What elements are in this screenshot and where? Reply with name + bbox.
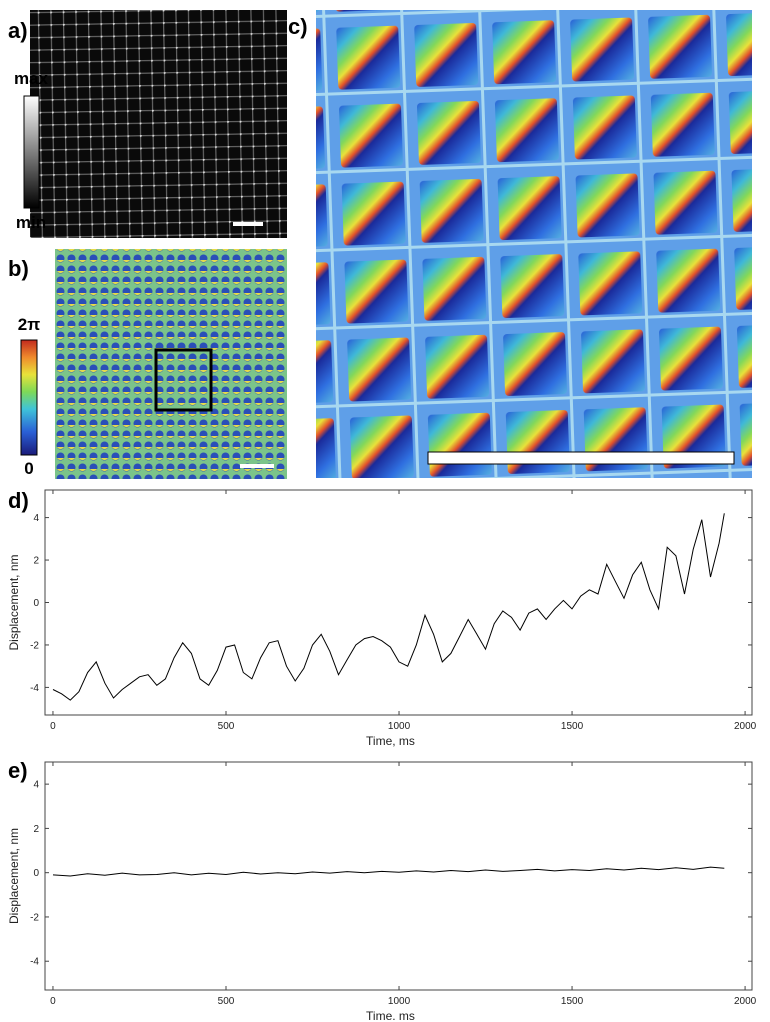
colorbar-label: 2π [18,315,40,334]
panel-label: a) [8,18,28,43]
scale-bar [233,222,263,226]
x-tick-label: 1500 [561,996,584,1007]
colorbar-label: 0 [24,459,33,478]
panel-label: c) [288,14,308,39]
plot-frame [44,761,753,991]
plot-frame [44,489,753,716]
phase-zoom-image [316,10,752,478]
y-tick-label: 0 [33,598,39,609]
x-tick-label: 500 [218,721,235,732]
data-line [52,513,725,701]
x-tick-label: 1000 [388,721,411,732]
x-tick-label: 2000 [734,721,757,732]
y-tick-label: 4 [33,513,39,524]
x-axis-label: Time, ms [366,734,415,748]
x-tick-label: 0 [50,996,56,1007]
panel-label: b) [8,256,29,281]
colorbar-label: min [16,213,46,232]
x-axis-label: Time. ms [366,1009,415,1022]
y-tick-label: 0 [33,868,39,879]
x-tick-label: 1500 [561,721,584,732]
panel-label: e) [8,758,28,783]
data-line [52,866,725,877]
intensity-colorbar [23,95,40,209]
phase-image [55,249,287,479]
zoom-box [154,348,213,412]
scale-bar [240,464,274,468]
x-tick-label: 1000 [388,996,411,1007]
y-tick-label: -4 [30,957,39,968]
colorbar-label: max [14,69,49,88]
phase-colorbar [20,339,38,456]
y-tick-label: -2 [30,640,39,651]
y-axis-label: Displacement, nm [7,554,21,650]
intensity-image [30,10,287,238]
y-axis-label: Displacement, nm [7,828,21,924]
y-tick-label: 4 [33,780,39,791]
x-tick-label: 500 [218,996,235,1007]
y-tick-label: 2 [33,824,39,835]
scale-bar [427,451,735,465]
y-tick-label: -4 [30,683,39,694]
y-tick-label: 2 [33,556,39,567]
panel-label: d) [8,488,29,513]
x-tick-label: 2000 [734,996,757,1007]
y-tick-label: -2 [30,912,39,923]
x-tick-label: 0 [50,721,56,732]
